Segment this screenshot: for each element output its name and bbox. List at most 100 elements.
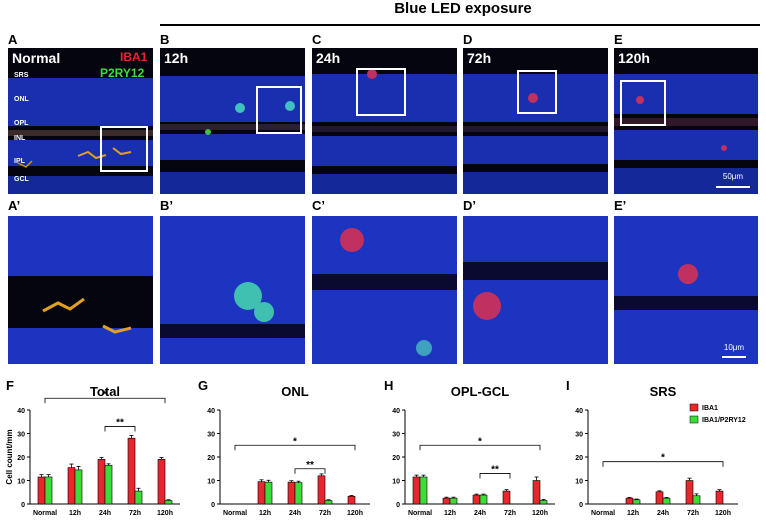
y-tick-label: 30 <box>17 432 25 439</box>
significance-mark: ** <box>116 417 124 428</box>
layer-label-srs: SRS <box>14 72 29 79</box>
bar-iba1-p2ry12 <box>44 476 53 505</box>
roi-box-c <box>356 68 406 116</box>
chart-title-3: SRS <box>650 384 677 399</box>
y-tick-label: 30 <box>207 432 215 439</box>
micrograph-e-prime: 10μm <box>614 216 758 364</box>
bar-iba1-p2ry12 <box>264 481 273 505</box>
y-tick-label: 40 <box>207 408 215 415</box>
retina-image-d <box>463 74 608 194</box>
panel-letter-b: B <box>160 32 170 47</box>
y-tick-label: 20 <box>17 455 25 462</box>
chart-letter-g: G <box>198 378 208 393</box>
y-tick-label: 40 <box>392 408 400 415</box>
bar-iba1-p2ry12 <box>74 469 83 505</box>
bar-iba1 <box>97 459 106 505</box>
x-tick-label: 24h <box>99 510 111 517</box>
roi-box-d <box>517 70 557 114</box>
micrograph-b-prime <box>160 216 305 364</box>
layer-label-opl: OPL <box>14 120 29 127</box>
bar-iba1-p2ry12 <box>324 500 333 505</box>
y-tick-label: 0 <box>579 502 583 509</box>
marker-label-iba1: IBA1 <box>120 50 148 64</box>
x-tick-label: 24h <box>657 510 669 517</box>
panel-letter-a-prime: A’ <box>8 198 21 213</box>
y-tick-label: 30 <box>392 432 400 439</box>
bar-iba1 <box>655 491 664 505</box>
y-tick-label: 20 <box>575 455 583 462</box>
y-tick-label: 10 <box>207 479 215 486</box>
significance-mark: ** <box>306 460 314 471</box>
y-tick-label: 10 <box>392 479 400 486</box>
significance-bracket <box>294 468 326 474</box>
panel-title-b: 12h <box>164 50 189 66</box>
bar-iba1-p2ry12 <box>419 476 428 505</box>
y-tick-label: 10 <box>17 479 25 486</box>
bar-iba1 <box>715 490 724 505</box>
panel-title-c: 24h <box>316 50 341 66</box>
roi-box-a <box>100 126 148 172</box>
x-tick-label: 72h <box>319 510 331 517</box>
bar-iba1 <box>257 481 266 505</box>
x-tick-label: 12h <box>627 510 639 517</box>
header-underline <box>160 24 760 26</box>
retina-image-a <box>8 78 153 194</box>
legend-swatch-0 <box>689 403 699 412</box>
retina-zoom-a <box>8 216 153 364</box>
bar-iba1 <box>625 497 634 505</box>
layer-label-onl: ONL <box>14 96 29 103</box>
bar-iba1 <box>157 459 166 505</box>
x-tick-label: Normal <box>223 510 247 517</box>
retina-image-b <box>160 76 305 194</box>
x-tick-label: 12h <box>69 510 81 517</box>
panel-title-e: 120h <box>618 50 650 66</box>
panel-letter-e-prime: E’ <box>614 198 627 213</box>
micrograph-d-prime <box>463 216 608 364</box>
bar-iba1 <box>685 480 694 505</box>
y-tick-label: 0 <box>211 502 215 509</box>
y-axis-label: Cell count/mm <box>5 429 14 484</box>
significance-mark: ** <box>491 464 499 475</box>
layer-label-ipl: IPL <box>14 158 25 165</box>
roi-box-b <box>256 86 302 134</box>
micrograph-c-prime <box>312 216 457 364</box>
retina-zoom-d <box>463 216 608 364</box>
chart-letter-f: F <box>6 378 14 393</box>
panel-letter-a: A <box>8 32 18 47</box>
x-tick-label: 120h <box>157 510 173 517</box>
panel-letter-d-prime: D’ <box>463 198 476 213</box>
scale-label-top: 50μm <box>722 172 744 181</box>
panel-title-d: 72h <box>467 50 492 66</box>
significance-bracket <box>419 444 541 451</box>
legend-label-0: IBA1 <box>702 405 718 412</box>
x-tick-label: Normal <box>591 510 615 517</box>
significance-bracket <box>104 426 136 432</box>
bar-iba1 <box>412 476 421 505</box>
bar-iba1 <box>127 437 136 505</box>
x-tick-label: 120h <box>532 510 548 517</box>
scale-bar-top <box>716 186 750 188</box>
micrograph-b: 12h <box>160 48 305 194</box>
bar-iba1 <box>67 467 76 505</box>
micrograph-d: 72h <box>463 48 608 194</box>
y-tick-label: 20 <box>392 455 400 462</box>
bar-iba1 <box>287 481 296 505</box>
x-tick-label: 120h <box>347 510 363 517</box>
figure-header: Blue LED exposure <box>394 0 532 17</box>
x-tick-label: 24h <box>289 510 301 517</box>
bar-iba1-p2ry12 <box>164 500 173 505</box>
panel-letter-c: C <box>312 32 322 47</box>
bar-iba1-p2ry12 <box>479 494 488 505</box>
bar-charts: F Total Cell count/mm 0 10 20 30 40 Normal 12h 24h… <box>5 378 746 517</box>
scale-bar-bottom <box>722 356 746 358</box>
panel-letter-c-prime: C’ <box>312 198 325 213</box>
bar-iba1-p2ry12 <box>294 482 303 505</box>
bar-iba1-p2ry12 <box>449 497 458 505</box>
x-tick-label: 72h <box>129 510 141 517</box>
x-tick-label: 72h <box>687 510 699 517</box>
bar-iba1 <box>37 476 46 505</box>
significance-mark: * <box>661 453 665 464</box>
y-tick-label: 0 <box>21 502 25 509</box>
micrograph-a: Normal SRS ONL OPL INL IPL GCL <box>8 48 153 194</box>
roi-box-e <box>620 80 666 126</box>
